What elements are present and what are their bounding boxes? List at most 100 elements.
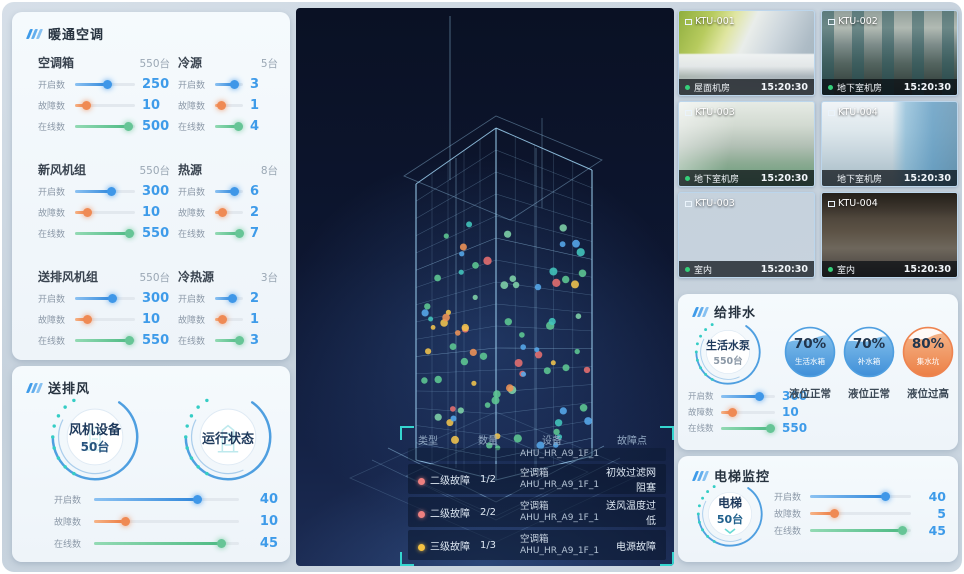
slider-fault[interactable]: 故障数 5 <box>774 505 946 522</box>
camera-tile[interactable]: KTU-004 地下室机房 15:20:30 <box>821 101 958 187</box>
slider-thumb[interactable] <box>880 492 890 501</box>
camera-tile[interactable]: KTU-001 屋面机房 15:20:30 <box>678 10 815 96</box>
slider-thumb[interactable] <box>830 509 840 518</box>
slider-online[interactable]: 在线数 7 <box>178 223 278 244</box>
slider-value: 550 <box>782 421 808 435</box>
slider-thumb[interactable] <box>234 122 244 131</box>
slider-thumb[interactable] <box>218 315 228 324</box>
slider-open[interactable]: 开启数 250 <box>38 74 170 95</box>
slider-thumb[interactable] <box>193 494 203 504</box>
panel-title-text: 暖通空调 <box>48 28 105 43</box>
slider-thumb[interactable] <box>230 80 240 89</box>
slider-thumb[interactable] <box>727 407 737 417</box>
slider-fault[interactable]: 故障数 10 <box>688 404 810 420</box>
slider-label: 在线数 <box>38 123 66 133</box>
water-level-gauge <box>843 326 895 378</box>
slider-thumb[interactable] <box>103 80 112 89</box>
group-name: 热源 <box>178 163 203 177</box>
slider-thumb[interactable] <box>124 122 133 131</box>
slider-thumb[interactable] <box>217 208 227 217</box>
slider-label: 在线数 <box>774 527 802 537</box>
slider-fill <box>810 492 890 501</box>
slider-fill <box>94 516 130 526</box>
gauge-elevators: 电梯 50台 <box>694 478 766 550</box>
camera-timestamp: 15:20:30 <box>760 263 808 275</box>
slider-thumb[interactable] <box>107 187 117 196</box>
table-row-partial[interactable]: AHU_HR_A9_1F_1 <box>408 448 666 461</box>
slider-open[interactable]: 开启数 40 <box>774 488 946 505</box>
slider-online[interactable]: 在线数 4 <box>178 116 278 137</box>
slider-thumb[interactable] <box>754 391 764 401</box>
table-row[interactable]: 三级故障 1/3 空调箱 AHU_HR_A9_1F_1 电源故障 <box>408 530 666 560</box>
camera-tile[interactable]: KTU-003 地下室机房 15:20:30 <box>678 101 815 187</box>
camera-tile[interactable]: KTU-002 地下室机房 15:20:30 <box>821 10 958 96</box>
slider-label: 故障数 <box>178 102 206 112</box>
camera-tile[interactable]: KTU-003 室内 15:20:30 <box>678 192 815 278</box>
slider-open[interactable]: 开启数 3 <box>178 74 278 95</box>
slider-thumb[interactable] <box>83 208 93 217</box>
table-row[interactable]: 二级故障 1/2 空调箱 AHU_HR_A9_1F_1 初效过滤网阻塞 <box>408 464 666 494</box>
slider-open[interactable]: 开启数 300 <box>38 181 170 202</box>
camera-tile[interactable]: KTU-004 室内 15:20:30 <box>821 192 958 278</box>
slider-thumb[interactable] <box>82 101 91 110</box>
slider-track <box>215 122 244 131</box>
slider-fault[interactable]: 故障数 1 <box>178 309 278 330</box>
slider-thumb[interactable] <box>108 294 118 303</box>
corner-bracket <box>400 552 414 566</box>
slider-label: 故障数 <box>178 209 206 219</box>
camera-id-badge: KTU-003 <box>685 198 735 209</box>
slider-value: 300 <box>142 291 170 306</box>
building-3d-view[interactable]: 类型 数量 设备 故障点 AHU_HR_A9_1F_1 二级故障 1/2 空调箱… <box>296 8 674 566</box>
slider-thumb[interactable] <box>125 229 135 238</box>
slider-online[interactable]: 在线数 550 <box>38 223 170 244</box>
slider-label: 故障数 <box>688 408 714 418</box>
slider-thumb[interactable] <box>897 526 907 535</box>
slider-label: 在线数 <box>178 337 206 347</box>
slider-fault[interactable]: 故障数 2 <box>178 202 278 223</box>
slider-thumb[interactable] <box>83 315 93 324</box>
gauge-ring <box>694 319 761 385</box>
slider-thumb[interactable] <box>216 538 226 548</box>
slider-online[interactable]: 在线数 3 <box>178 330 278 351</box>
slider-online[interactable]: 在线数 550 <box>688 420 810 436</box>
slider-open[interactable]: 开启数 6 <box>178 181 278 202</box>
slider-thumb[interactable] <box>228 294 238 303</box>
slider-value: 550 <box>142 226 170 241</box>
slider-thumb[interactable] <box>234 229 244 238</box>
fault-point: 送风温度过低 <box>606 501 656 527</box>
slider-open[interactable]: 开启数 300 <box>688 388 810 404</box>
slider-online[interactable]: 在线数 550 <box>38 330 170 351</box>
camera-status-bar: 室内 15:20:30 <box>822 261 957 277</box>
slider-fault[interactable]: 故障数 10 <box>38 309 170 330</box>
hvac-group-cold-heat-source: 冷热源 3台 开启数 2 故障数 1 在线数 3 <box>178 268 278 351</box>
group-name: 空调箱 <box>38 56 75 70</box>
slider-label: 在线数 <box>38 337 66 347</box>
slider-thumb[interactable] <box>765 423 775 433</box>
slider-fault[interactable]: 故障数 10 <box>38 202 170 223</box>
slider-fault[interactable]: 故障数 10 <box>54 510 278 532</box>
gauge-water-pumps: 生活水泵 550台 <box>692 316 764 388</box>
slider-thumb[interactable] <box>229 187 239 196</box>
group-count: 550台 <box>139 272 170 284</box>
slider-thumb[interactable] <box>125 336 135 345</box>
slider-track <box>215 208 243 217</box>
table-row[interactable]: 二级故障 2/2 空调箱 AHU_HR_A9_1F_1 送风温度过低 <box>408 497 666 527</box>
slider-thumb[interactable] <box>120 516 130 526</box>
gauge-title: 风机设备 <box>68 423 121 438</box>
slider-fault[interactable]: 故障数 1 <box>178 95 278 116</box>
slider-open[interactable]: 开启数 2 <box>178 288 278 309</box>
slider-thumb[interactable] <box>235 336 245 345</box>
panel-elevator: 电梯监控 电梯 50台 开启数 40 故障数 5 在线数 45 <box>678 456 958 562</box>
slider-online[interactable]: 在线数 45 <box>54 532 278 554</box>
group-name: 冷源 <box>178 56 203 70</box>
group-count: 550台 <box>139 165 170 177</box>
slider-open[interactable]: 开启数 40 <box>54 488 278 510</box>
fault-device: 空调箱 AHU_HR_A9_1F_1 <box>520 533 600 556</box>
slider-online[interactable]: 在线数 45 <box>774 522 946 539</box>
slider-thumb[interactable] <box>217 101 226 110</box>
slider-fault[interactable]: 故障数 10 <box>38 95 170 116</box>
camera-icon <box>828 109 835 116</box>
slider-fill <box>215 187 239 196</box>
slider-open[interactable]: 开启数 300 <box>38 288 170 309</box>
slider-online[interactable]: 在线数 500 <box>38 116 170 137</box>
